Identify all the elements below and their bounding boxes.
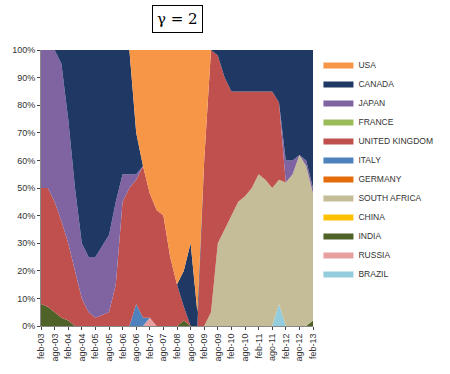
svg-text:GERMANY: GERMANY — [358, 174, 401, 184]
svg-text:feb-06: feb-06 — [118, 334, 128, 360]
svg-text:feb-13: feb-13 — [308, 334, 318, 360]
svg-text:feb-09: feb-09 — [199, 334, 209, 360]
svg-text:60%: 60% — [17, 156, 35, 166]
svg-text:feb-11: feb-11 — [254, 334, 264, 359]
svg-text:0%: 0% — [22, 321, 35, 331]
svg-text:feb-08: feb-08 — [172, 334, 182, 360]
svg-text:ago-11: ago-11 — [267, 334, 277, 361]
svg-text:ago-07: ago-07 — [158, 334, 168, 362]
svg-text:ago-08: ago-08 — [186, 334, 196, 362]
svg-text:feb-04: feb-04 — [63, 334, 73, 360]
svg-text:JAPAN: JAPAN — [358, 98, 385, 108]
svg-text:ago-09: ago-09 — [213, 334, 223, 362]
svg-text:RUSSIA: RUSSIA — [358, 250, 390, 260]
svg-text:INDIA: INDIA — [358, 231, 381, 241]
svg-text:ago-12: ago-12 — [294, 334, 304, 362]
svg-text:feb-12: feb-12 — [281, 334, 291, 360]
svg-text:feb-05: feb-05 — [90, 334, 100, 360]
svg-text:feb-03: feb-03 — [36, 334, 46, 360]
svg-text:ago-06: ago-06 — [131, 334, 141, 362]
svg-text:SOUTH AFRICA: SOUTH AFRICA — [358, 193, 421, 203]
svg-text:FRANCE: FRANCE — [358, 117, 393, 127]
svg-text:CHINA: CHINA — [358, 212, 385, 222]
svg-text:ago-10: ago-10 — [240, 334, 250, 362]
svg-text:ago-03: ago-03 — [50, 334, 60, 362]
svg-text:80%: 80% — [17, 100, 35, 110]
svg-text:UNITED KINGDOM: UNITED KINGDOM — [358, 136, 433, 146]
svg-text:CANADA: CANADA — [358, 79, 394, 89]
svg-text:20%: 20% — [17, 266, 35, 276]
svg-text:ITALY: ITALY — [358, 155, 381, 165]
svg-text:40%: 40% — [17, 211, 35, 221]
svg-text:ago-04: ago-04 — [77, 334, 87, 362]
svg-text:feb-07: feb-07 — [145, 334, 155, 360]
svg-text:70%: 70% — [17, 128, 35, 138]
svg-text:USA: USA — [358, 60, 376, 70]
svg-text:50%: 50% — [17, 183, 35, 193]
svg-text:30%: 30% — [17, 238, 35, 248]
svg-text:BRAZIL: BRAZIL — [358, 269, 388, 279]
svg-text:10%: 10% — [17, 294, 35, 304]
svg-text:feb-10: feb-10 — [226, 334, 236, 360]
svg-text:100%: 100% — [12, 45, 35, 55]
svg-text:ago-05: ago-05 — [104, 334, 114, 362]
svg-text:90%: 90% — [17, 73, 35, 83]
svg-text:γ = 2: γ = 2 — [157, 10, 198, 28]
